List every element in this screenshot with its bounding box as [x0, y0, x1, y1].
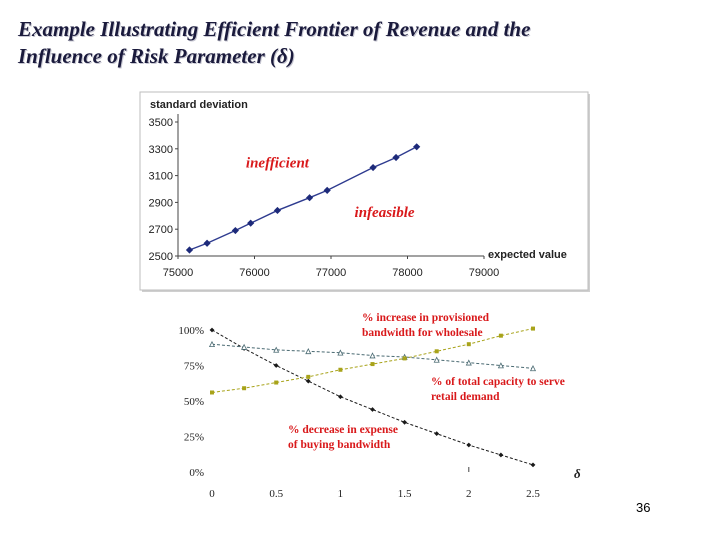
- data-point: [231, 226, 239, 235]
- data-point: [210, 390, 214, 395]
- data-point: [531, 326, 535, 331]
- title-line-2: Influence of Risk Parameter (δ): [18, 44, 295, 68]
- annotation-expense: % decrease in expense of buying bandwidt…: [288, 424, 398, 451]
- y-tick-label: 3300: [149, 144, 173, 156]
- data-point: [209, 327, 215, 333]
- data-point: [306, 374, 311, 379]
- data-point: [305, 378, 311, 384]
- data-point: [337, 349, 344, 356]
- annotation-line: % decrease in expense: [288, 424, 398, 436]
- data-point: [413, 143, 421, 151]
- data-point: [305, 194, 314, 202]
- data-point: [185, 246, 194, 254]
- series-line-3: [211, 328, 534, 393]
- y-tick-label: 3500: [149, 117, 173, 129]
- x-axis-label: expected value: [488, 249, 567, 261]
- data-point: [338, 394, 343, 400]
- data-point: [370, 362, 375, 367]
- x-axis-label: δ: [574, 466, 581, 481]
- data-point: [273, 206, 282, 215]
- annotation-line: of buying bandwidth: [288, 439, 391, 451]
- x-tick-label: 0.5: [269, 488, 283, 500]
- y-tick-label: 2500: [149, 251, 173, 263]
- y-tick-label: 50%: [184, 396, 204, 408]
- annotation-line: bandwidth for wholesale: [362, 327, 483, 339]
- data-point: [274, 380, 279, 385]
- chart-frame: [139, 91, 589, 291]
- y-tick-label: 2700: [149, 224, 173, 236]
- annotation-inefficient: inefficient: [246, 156, 310, 172]
- data-point: [497, 362, 504, 369]
- y-tick-label: 2900: [149, 197, 173, 209]
- data-point: [369, 352, 376, 359]
- data-point: [434, 431, 440, 437]
- x-tick-label: 2.5: [526, 488, 540, 500]
- y-tick-label: 3100: [149, 171, 173, 183]
- data-point: [369, 163, 377, 172]
- data-point: [433, 356, 440, 363]
- data-point: [392, 153, 400, 162]
- data-point: [305, 348, 312, 355]
- annotation-line: retail demand: [431, 391, 500, 403]
- data-point: [323, 186, 331, 194]
- data-point: [466, 342, 471, 347]
- y-tick-label: 25%: [184, 432, 204, 444]
- data-point: [529, 365, 537, 372]
- data-point: [498, 333, 503, 338]
- data-point: [273, 346, 280, 353]
- data-point: [203, 239, 211, 247]
- data-point: [402, 419, 407, 425]
- x-tick-label: 78000: [392, 267, 423, 279]
- data-point: [242, 386, 247, 391]
- y-tick-label: 100%: [178, 325, 204, 337]
- y-tick-label: 0%: [189, 467, 204, 479]
- x-tick-label: 76000: [239, 267, 270, 279]
- frontier-line: [189, 146, 418, 251]
- data-point: [241, 343, 248, 350]
- data-point: [370, 407, 375, 412]
- title-line-1: Example Illustrating Efficient Frontier …: [18, 17, 531, 41]
- data-point: [465, 359, 472, 366]
- data-point: [402, 356, 407, 361]
- x-tick-label: 79000: [469, 267, 500, 279]
- data-point: [466, 442, 472, 448]
- x-tick-label: 0: [209, 488, 215, 500]
- x-tick-label: 75000: [163, 267, 194, 279]
- data-point: [273, 363, 279, 368]
- y-tick-label: 75%: [184, 361, 204, 373]
- series-line-1: [211, 329, 534, 466]
- page-number: 36: [636, 500, 651, 515]
- data-point: [530, 462, 536, 468]
- slide-title: Example Illustrating Efficient Frontier …: [18, 16, 698, 70]
- data-point: [498, 452, 504, 458]
- x-tick-label: 2: [466, 488, 472, 500]
- x-tick-label: 1: [338, 488, 344, 500]
- x-tick-label: 1.5: [398, 488, 412, 500]
- data-point: [247, 219, 255, 227]
- annotation-line: % of total capacity to serve: [431, 376, 565, 388]
- annotation-line: % increase in provisioned: [362, 312, 490, 324]
- data-point: [434, 349, 439, 354]
- data-point: [208, 340, 216, 348]
- annotation-infeasible: infeasible: [355, 205, 415, 221]
- y-axis-label: standard deviation: [150, 99, 248, 111]
- annotation-retail-capacity: % of total capacity to serve retail deman…: [431, 376, 565, 403]
- annotation-wholesale: % increase in provisioned bandwidth for w…: [362, 312, 490, 339]
- data-point: [338, 367, 343, 372]
- x-tick-label: 77000: [316, 267, 347, 279]
